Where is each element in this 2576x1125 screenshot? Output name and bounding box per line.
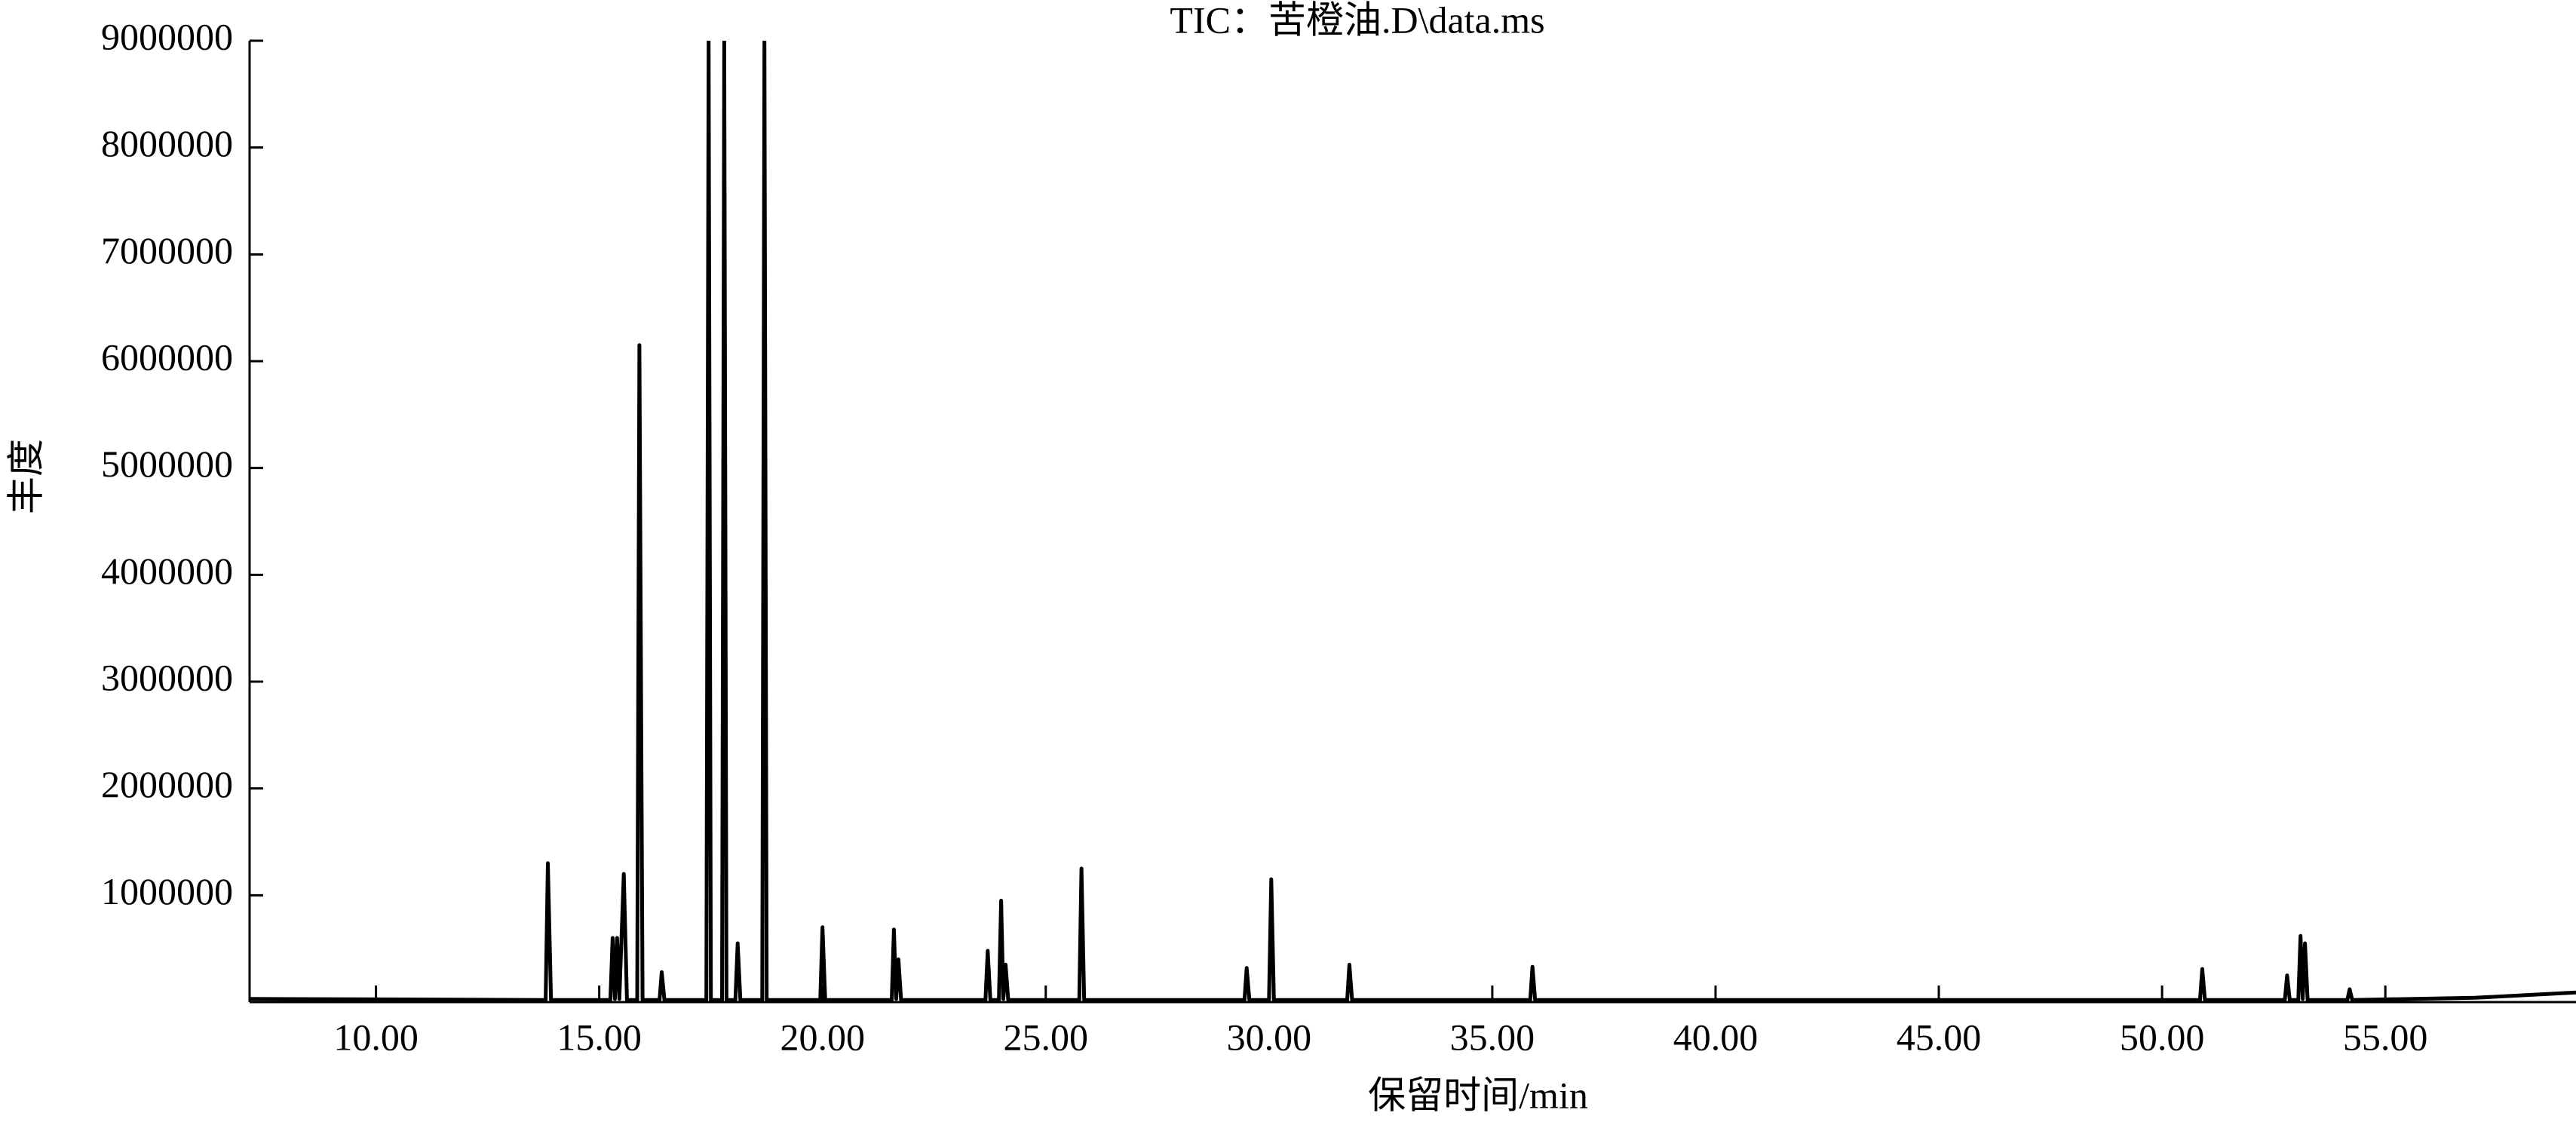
chromatogram-line [250,41,2576,1002]
y-tick-label: 9000000 [101,15,233,57]
y-tick-label: 8000000 [101,122,233,164]
y-tick-label: 7000000 [101,229,233,271]
y-tick-label: 2000000 [101,763,233,805]
y-axis-title: 丰度 [5,439,47,514]
y-tick-label: 6000000 [101,336,233,378]
chart-title: TIC：苦橙油.D\data.ms [1170,0,1544,41]
y-tick-label: 5000000 [101,443,233,485]
x-tick-label: 35.00 [1450,1016,1535,1058]
x-tick-label: 40.00 [1673,1016,1759,1058]
x-tick-label: 45.00 [1897,1016,1982,1058]
y-tick-label: 1000000 [101,870,233,912]
x-tick-label: 10.00 [333,1016,419,1058]
y-tick-label: 3000000 [101,656,233,698]
x-tick-label: 50.00 [2120,1016,2205,1058]
x-tick-label: 15.00 [557,1016,642,1058]
x-tick-label: 20.00 [780,1016,865,1058]
x-tick-label: 55.00 [2343,1016,2428,1058]
x-tick-label: 25.00 [1004,1016,1089,1058]
x-axis-title: 保留时间/min [1368,1074,1588,1116]
x-tick-label: 30.00 [1227,1016,1312,1058]
y-tick-label: 4000000 [101,550,233,592]
